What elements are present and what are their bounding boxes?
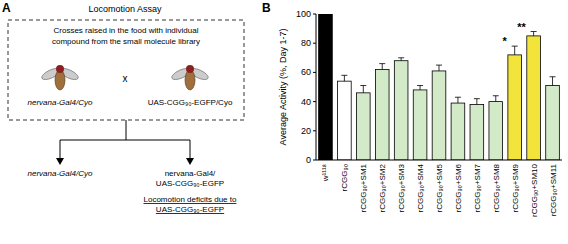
error-bar <box>341 75 347 81</box>
x-tick-label: w¹¹¹⁸ <box>321 164 330 182</box>
box-text: Crosses raised in the food with individu… <box>54 26 199 35</box>
x-tick-label: rCGG₉₀+SM5 <box>435 163 444 212</box>
bar <box>432 71 446 160</box>
bar <box>394 61 408 160</box>
error-bar <box>417 86 423 90</box>
error-bar <box>531 32 537 36</box>
x-tick-label: rCGG₉₀+SM4 <box>416 163 425 212</box>
x-tick-label: rCGG₉₀+SM3 <box>397 163 406 212</box>
bar <box>375 69 389 160</box>
y-tick-label: 100 <box>296 9 311 19</box>
bar <box>356 93 370 160</box>
x-tick-label: rCGG₉₀+SM9 <box>511 163 520 212</box>
x-tick-label: rCGG₉₀+SM7 <box>473 163 482 212</box>
error-bar <box>360 86 366 93</box>
genotype: nervana-Gal4/Cyo <box>28 169 93 178</box>
arrow-heads <box>56 158 194 165</box>
y-tick <box>313 160 316 161</box>
x-tick-label: rCGG₉₀+SM11 <box>549 163 558 216</box>
bar <box>546 86 560 160</box>
y-tick-label: 40 <box>301 97 311 107</box>
panel-label: A <box>2 1 11 15</box>
fly-icon <box>170 65 210 90</box>
error-bar <box>436 65 442 71</box>
error-bar <box>512 46 518 55</box>
error-bar <box>493 96 499 102</box>
y-axis-label: Average Activity (%, Day 1-7) <box>278 29 288 146</box>
significance: * <box>503 35 508 47</box>
error-bar <box>550 77 556 86</box>
genotype: UAS-CGG₉₀-EGFP/Cyo <box>148 98 233 107</box>
bar <box>508 55 522 160</box>
genotype: UAS-CGG₉₀-EGFP <box>156 179 224 188</box>
cross: x <box>123 73 128 84</box>
x-tick-label: rCGG₉₀ <box>340 164 349 191</box>
error-bar <box>474 99 480 105</box>
y-tick <box>313 72 316 73</box>
dashed-box <box>8 20 244 120</box>
y-tick <box>313 43 316 44</box>
x-tick-label: rCGG₉₀+SM8 <box>492 163 501 212</box>
bar <box>319 14 333 160</box>
y-tick-label: 60 <box>301 67 311 77</box>
arrow-lines <box>60 120 190 160</box>
x-axis <box>316 160 562 161</box>
fly-icon <box>40 65 80 90</box>
x-tick-label: rCGG₉₀+SM1 <box>359 163 368 212</box>
y-tick <box>313 101 316 102</box>
y-tick <box>313 14 316 15</box>
y-tick-label: 80 <box>301 38 311 48</box>
bar <box>338 81 352 160</box>
x-tick-label: rCGG₉₀+SM2 <box>378 163 387 212</box>
bars <box>319 14 560 160</box>
y-axis <box>316 14 317 160</box>
x-tick-label: rCGG₉₀+SM6 <box>454 163 463 212</box>
genotype: nervana-Gal4/Cyo <box>28 98 93 107</box>
head <box>186 65 194 73</box>
title: Locomotion Assay <box>88 4 162 14</box>
bar <box>527 36 541 160</box>
y-tick <box>313 130 316 131</box>
bar <box>489 102 503 160</box>
phenotype: UAS-CGG₉₀-EGFP <box>156 205 224 214</box>
error-bar <box>379 64 385 70</box>
phenotype: Locomotion deficits due to <box>144 195 237 204</box>
box-text: compound from the small molecule library <box>52 37 200 46</box>
bar <box>470 105 484 160</box>
head <box>56 65 64 73</box>
error-bar <box>398 58 404 61</box>
panel-b: Bw¹¹¹⁸ rCGG₉₀ rCGG₉₀+SM1 rCGG₉₀+SM2 rCGG₉₀+S… <box>262 1 562 217</box>
x-tick-label: rCGG₉₀+SM10 <box>530 163 539 217</box>
panel-a: A Locomotion Assay Crosses raised in the f… <box>2 1 244 214</box>
genotype: nervana-Gal4/ <box>165 169 216 178</box>
bar <box>413 90 427 160</box>
y-tick-label: 20 <box>301 126 311 136</box>
significance: ** <box>517 21 526 33</box>
panel-label: B <box>262 1 271 15</box>
error-bar <box>455 97 461 103</box>
bar <box>451 103 465 160</box>
y-tick-label: 0 <box>306 155 311 165</box>
